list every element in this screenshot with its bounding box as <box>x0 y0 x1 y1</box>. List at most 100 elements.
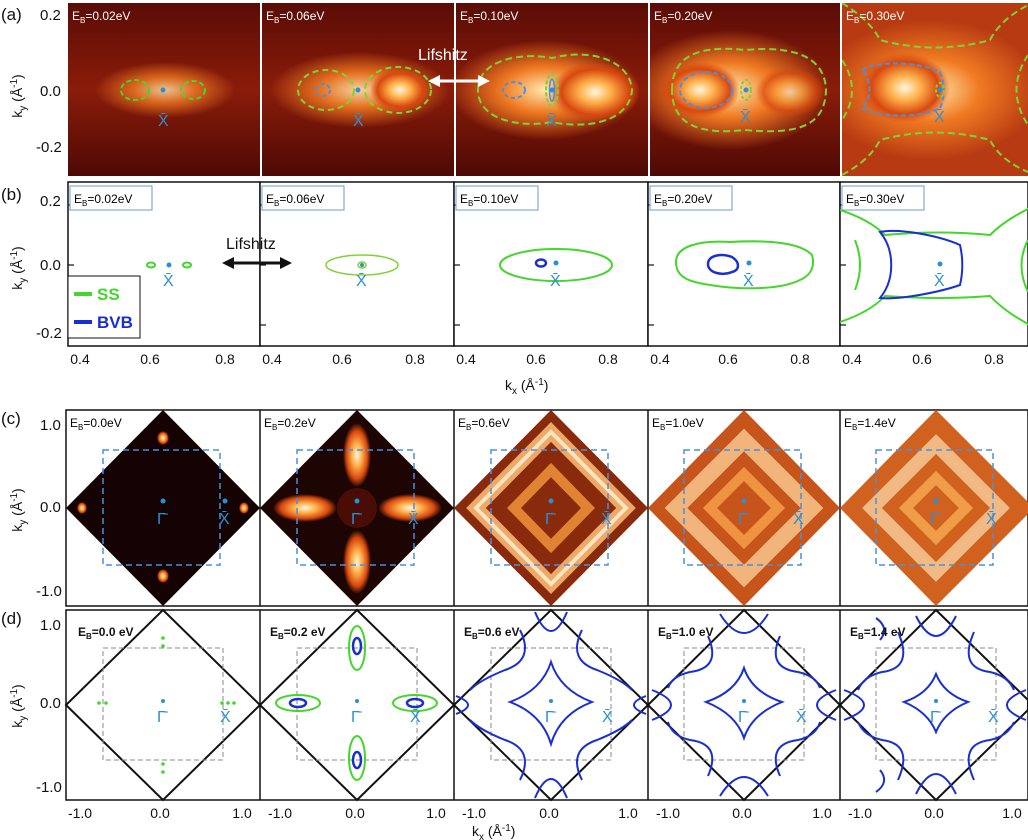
panel-b4-contours <box>674 240 815 290</box>
xbar-label-d4: X̄ <box>796 709 807 726</box>
row-label-c: (c) <box>1 409 21 428</box>
panel-a3 <box>456 3 648 176</box>
row-a: (a) ky (Å-1) 0.2 0.0 -0.2 <box>1 3 1028 176</box>
panel-c1 <box>66 410 260 606</box>
panel-c3 <box>454 410 648 606</box>
energy-labels-c: EB=0.0eV EB=0.2eV EB=0.6eV EB=1.0eV EB=1… <box>70 416 896 432</box>
panel-a2 <box>262 3 454 176</box>
row-d-ylabel: ky (Å-1) <box>9 684 29 727</box>
energy-labels-a: EB=0.02eV EB=0.06eV EB=0.10eV EB=0.20eV … <box>72 9 904 25</box>
energy-label-c2: EB=0.2eV <box>264 416 316 432</box>
svg-text:0.8: 0.8 <box>984 351 1004 367</box>
energy-label-a3: EB=0.10eV <box>460 9 518 25</box>
svg-text:1.0: 1.0 <box>618 805 638 821</box>
energy-label-a2: EB=0.06eV <box>266 9 324 25</box>
svg-text:0.6: 0.6 <box>526 351 546 367</box>
gamma-label-c5: Γ̄ <box>930 511 942 528</box>
gamma-label-c4: Γ̄ <box>738 511 750 528</box>
svg-text:ky (Å-1): ky (Å-1) <box>9 488 29 531</box>
ytick-b-0.2: 0.2 <box>40 193 61 210</box>
energy-label-b3: EB=0.10eV <box>460 192 518 208</box>
gamma-label-c3: Γ̄ <box>545 511 557 528</box>
svg-text:ky (Å-1): ky (Å-1) <box>9 684 29 727</box>
svg-text:0.6: 0.6 <box>140 351 160 367</box>
energy-label-b1: EB=0.02eV <box>74 192 132 208</box>
xbar-label-b2: X̄ <box>356 273 367 290</box>
legend-bvb-label: BVB <box>97 313 133 332</box>
ytick-a-minus0.2: -0.2 <box>36 139 62 156</box>
gamma-label-c2: Γ̄ <box>351 511 363 528</box>
row-d-xticks: -1.0 0.0 1.0 -1.0 0.0 1.0 -1.0 0.0 1.0 -1.0 0.0… <box>68 805 1022 821</box>
panel-b5-contours <box>840 207 1028 326</box>
svg-text:0.8: 0.8 <box>215 351 235 367</box>
gamma-label-d4: Γ̄ <box>738 709 750 726</box>
energy-label-c1: EB=0.0eV <box>70 416 122 432</box>
lifshitz-arrow-a <box>428 75 490 87</box>
energy-label-c5: EB=1.4eV <box>844 416 896 432</box>
xbar-label-c2: X̄ <box>408 511 419 528</box>
energy-label-a4: EB=0.20eV <box>654 9 712 25</box>
lifshitz-label-b: Lifshitz <box>226 236 276 253</box>
svg-text:1.0: 1.0 <box>812 805 832 821</box>
svg-text:-1.0: -1.0 <box>268 805 292 821</box>
svg-text:0.6: 0.6 <box>718 351 738 367</box>
ytick-b-0.0: 0.0 <box>40 257 61 274</box>
row-label-b: (b) <box>1 185 22 204</box>
row-b-ylabel: ky (Å-1) <box>9 246 29 289</box>
xbar-label-d5: X̄ <box>988 709 999 726</box>
ytick-c-0.0: 0.0 <box>40 499 61 516</box>
panel-a5 <box>842 3 1028 176</box>
row-a-ylabel: ky (Å-1) <box>9 74 29 117</box>
row-b-xticks: 0.4 0.6 0.8 0.4 0.6 0.8 0.4 0.6 0.8 0.4 0.6 0.8 … <box>70 351 1004 367</box>
panel-a1 <box>68 3 260 176</box>
svg-text:0.4: 0.4 <box>70 351 90 367</box>
svg-text:0.4: 0.4 <box>456 351 476 367</box>
energy-label-b4: EB=0.20eV <box>654 192 712 208</box>
svg-text:0.0: 0.0 <box>539 805 559 821</box>
energy-labels-d: EB=0.0 eV EB=0.2 eV EB=0.6 eV EB=1.0 eV … <box>78 625 906 641</box>
svg-text:0.4: 0.4 <box>262 351 282 367</box>
lifshitz-label-a: Lifshitz <box>418 47 468 64</box>
energy-label-b5: EB=0.30eV <box>846 192 904 208</box>
panel-b1-contours <box>146 261 192 269</box>
row-d-xlabel: kx (Å-1) <box>472 823 515 840</box>
xbar-label-c4: X̄ <box>793 511 804 528</box>
svg-text:0.8: 0.8 <box>405 351 425 367</box>
xbar-label-a4: X̄ <box>740 109 751 126</box>
ytick-d-minus1.0: -1.0 <box>36 779 62 796</box>
svg-text:ky (Å-1): ky (Å-1) <box>9 74 29 117</box>
panel-b2-contours <box>325 254 399 276</box>
panel-d2 <box>258 608 456 802</box>
svg-text:0.4: 0.4 <box>650 351 670 367</box>
ytick-b-minus0.2: -0.2 <box>36 325 62 342</box>
svg-text:1.0: 1.0 <box>1002 805 1022 821</box>
xbar-label-b4: X̄ <box>743 273 754 290</box>
row-label-a: (a) <box>1 5 22 24</box>
svg-text:0.0: 0.0 <box>345 805 365 821</box>
svg-text:-1.0: -1.0 <box>462 805 486 821</box>
svg-text:-1.0: -1.0 <box>68 805 92 821</box>
svg-text:0.4: 0.4 <box>842 351 862 367</box>
ytick-d-0.0: 0.0 <box>40 695 61 712</box>
energy-label-c3: EB=0.6eV <box>458 416 510 432</box>
row-b: (b) ky (Å-1) 0.2 0.0 -0.2 EB=0.02eV EB=0… <box>1 181 1028 397</box>
svg-text:0.6: 0.6 <box>912 351 932 367</box>
svg-text:1.0: 1.0 <box>426 805 446 821</box>
row-d: (d) ky (Å-1) 1.0 0.0 -1.0 <box>1 608 1028 840</box>
svg-text:ky (Å-1): ky (Å-1) <box>9 246 29 289</box>
lifshitz-arrow-b <box>222 257 292 269</box>
xbar-label-b3: X̄ <box>550 273 561 290</box>
xbar-label-c5: X̄ <box>986 511 997 528</box>
energy-label-c4: EB=1.0eV <box>652 416 704 432</box>
svg-text:0.8: 0.8 <box>598 351 618 367</box>
xbar-label-a5: X̄ <box>934 109 945 126</box>
svg-text:-1.0: -1.0 <box>656 805 680 821</box>
xbar-label-d3: X̄ <box>602 709 613 726</box>
row-c: (c) ky (Å-1) 1.0 0.0 -1.0 <box>1 409 1028 607</box>
xbar-label-a3: X̄ <box>546 113 557 130</box>
xbar-label-b5: X̄ <box>934 273 945 290</box>
ytick-c-minus1.0: -1.0 <box>36 583 62 600</box>
energy-labels-b: EB=0.02eV EB=0.06eV EB=0.10eV EB=0.20eV … <box>69 185 925 211</box>
xbar-label-c1: X̄ <box>219 511 230 528</box>
svg-text:0.0: 0.0 <box>150 805 170 821</box>
